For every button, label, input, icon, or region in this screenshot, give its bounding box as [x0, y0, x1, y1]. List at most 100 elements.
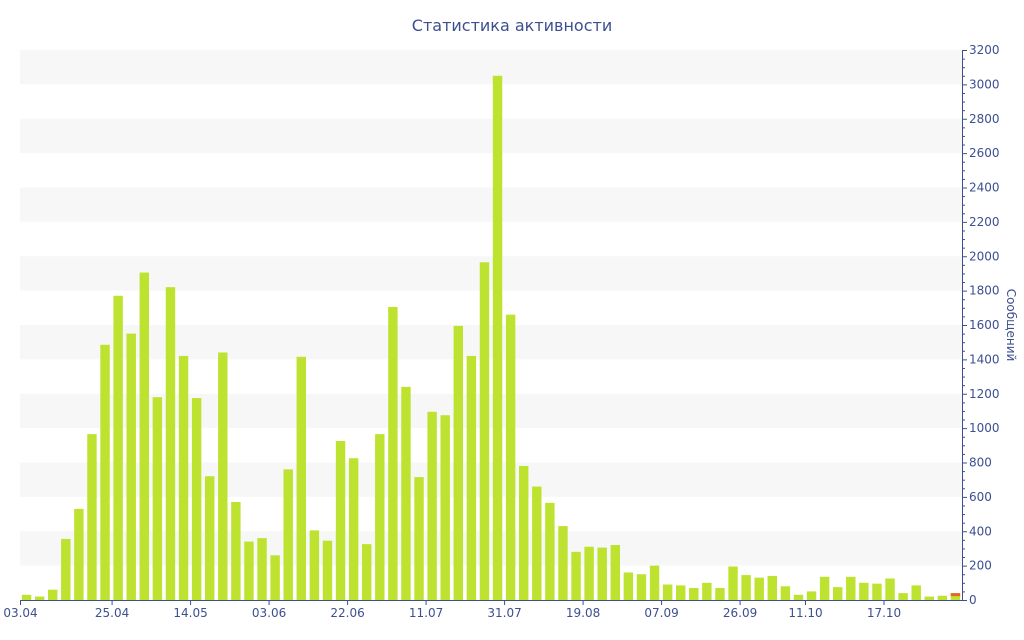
bar [584, 546, 594, 600]
y-tick-label: 1000 [969, 421, 1000, 435]
bar [152, 397, 163, 600]
bars-layer [21, 75, 961, 601]
bar [388, 306, 398, 600]
x-tick-label: 22.06 [330, 606, 364, 620]
bar [885, 578, 895, 600]
bar [309, 530, 320, 600]
bar [21, 594, 32, 600]
y-tick-label: 3200 [969, 43, 1000, 57]
bar [741, 575, 751, 600]
bar [846, 576, 856, 600]
y-axis-ticks: 0 200 400 600 800 1000 1200 1400 1600 1800 2000 220… [962, 43, 1000, 607]
bar-highlight [950, 593, 961, 597]
bar [335, 441, 346, 600]
bar [218, 352, 228, 600]
chart-title: Статистика активности [412, 16, 612, 35]
x-tick-label: 14.05 [173, 606, 207, 620]
bar [767, 575, 777, 600]
x-tick-label: 07.09 [644, 606, 678, 620]
bar [296, 356, 306, 600]
bar [872, 583, 882, 600]
bar [702, 582, 712, 600]
bar [715, 587, 725, 600]
bar [754, 577, 764, 600]
y-tick-label: 800 [969, 456, 992, 470]
y-tick-label: 600 [969, 490, 992, 504]
x-tick-label: 25.04 [95, 606, 129, 620]
y-tick-label: 1200 [969, 387, 1000, 401]
bar [859, 582, 869, 600]
y-tick-label: 200 [969, 559, 992, 573]
bar [676, 585, 686, 600]
x-tick-label: 03.06 [252, 606, 286, 620]
bar [270, 555, 280, 600]
x-axis-ticks: 03.04 25.04 14.05 03.06 22.06 11.07 31.07 19.08… [3, 600, 901, 620]
bar [257, 538, 267, 601]
bar [558, 526, 568, 600]
bar [492, 75, 503, 600]
bar [636, 574, 647, 600]
bar [440, 415, 450, 600]
bar [519, 465, 529, 600]
y-tick-label: 0 [969, 593, 977, 607]
bar [689, 587, 699, 600]
y-axis-label: Сообщений [1004, 289, 1018, 362]
x-tick-label: 19.08 [566, 606, 600, 620]
bar [453, 325, 463, 600]
x-tick-label: 11.10 [788, 606, 822, 620]
bar [139, 272, 149, 600]
bar [401, 386, 411, 601]
y-tick-label: 2800 [969, 112, 1000, 126]
bar [283, 469, 293, 601]
y-tick-label: 2000 [969, 249, 1000, 263]
bar [375, 434, 385, 600]
bar [231, 502, 241, 600]
bar [662, 584, 673, 600]
bar [833, 587, 843, 600]
bar [819, 576, 830, 600]
grid-band [20, 256, 962, 291]
bar [244, 541, 254, 600]
y-tick-label: 2600 [969, 146, 1000, 160]
bar [532, 486, 542, 600]
grid-band [20, 462, 962, 497]
bar [48, 589, 58, 600]
bar [87, 434, 97, 600]
y-tick-label: 1800 [969, 284, 1000, 298]
bar [61, 538, 71, 600]
bar [466, 355, 477, 600]
bar [178, 355, 189, 600]
bar [793, 594, 804, 600]
bar [950, 593, 961, 601]
y-tick-label: 2400 [969, 181, 1000, 195]
bar [924, 596, 934, 600]
grid-band [20, 118, 962, 154]
bar [728, 566, 738, 600]
bar [74, 508, 84, 600]
grid-band [20, 393, 962, 429]
bar [597, 547, 607, 600]
bar [113, 295, 123, 600]
y-tick-label: 400 [969, 524, 992, 538]
bar [545, 502, 555, 600]
bar [610, 545, 620, 600]
bar [623, 572, 634, 600]
bar [205, 476, 215, 600]
bar [348, 458, 359, 600]
bar [165, 287, 176, 600]
y-tick-label: 1600 [969, 318, 1000, 332]
bar [100, 344, 110, 600]
y-tick-label: 3000 [969, 77, 1000, 91]
y-tick-label: 2200 [969, 215, 1000, 229]
bar [649, 565, 660, 601]
x-tick-label: 31.07 [487, 606, 521, 620]
bar [937, 595, 948, 600]
x-tick-label: 03.04 [3, 606, 37, 620]
grid-band [20, 531, 962, 566]
x-tick-label: 17.10 [867, 606, 901, 620]
x-tick-label: 26.09 [723, 606, 757, 620]
bar [322, 540, 333, 600]
bar [427, 411, 437, 600]
grid-band [20, 187, 962, 222]
